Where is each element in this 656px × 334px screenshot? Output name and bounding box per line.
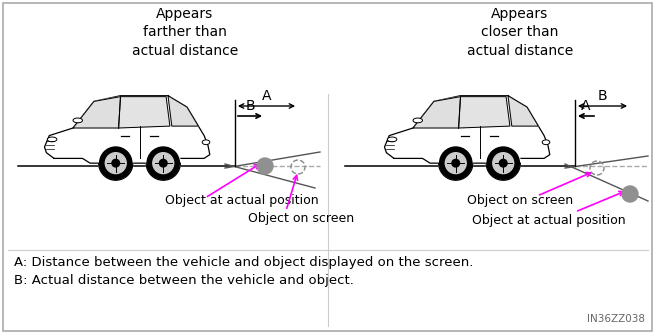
Circle shape	[440, 147, 472, 179]
Circle shape	[487, 147, 520, 179]
Text: A: A	[262, 89, 271, 103]
Ellipse shape	[73, 118, 83, 123]
Ellipse shape	[413, 118, 422, 123]
Circle shape	[106, 153, 126, 174]
Text: Object at actual position: Object at actual position	[472, 214, 626, 227]
Text: Object on screen: Object on screen	[248, 212, 354, 225]
Text: Appears
closer than
actual distance: Appears closer than actual distance	[467, 7, 573, 58]
Text: B: Actual distance between the vehicle and object.: B: Actual distance between the vehicle a…	[14, 274, 354, 287]
Text: IN36ZZ038: IN36ZZ038	[587, 314, 645, 324]
Text: Object on screen: Object on screen	[467, 194, 573, 207]
Text: B: B	[245, 99, 255, 113]
Ellipse shape	[47, 137, 57, 142]
Circle shape	[146, 146, 180, 180]
Text: B: B	[598, 89, 607, 103]
Polygon shape	[384, 96, 550, 163]
Circle shape	[445, 153, 466, 174]
Circle shape	[159, 159, 167, 167]
Ellipse shape	[543, 140, 550, 145]
Circle shape	[622, 186, 638, 202]
Circle shape	[98, 146, 133, 180]
Text: A: A	[581, 99, 591, 113]
Circle shape	[499, 159, 507, 167]
Circle shape	[257, 158, 273, 174]
Circle shape	[439, 146, 473, 180]
Circle shape	[100, 147, 132, 179]
Text: A: Distance between the vehicle and object displayed on the screen.: A: Distance between the vehicle and obje…	[14, 256, 474, 269]
Ellipse shape	[387, 137, 397, 142]
Polygon shape	[508, 96, 539, 126]
Ellipse shape	[202, 140, 210, 145]
Text: Object at actual position: Object at actual position	[165, 194, 319, 207]
Polygon shape	[45, 96, 210, 163]
Polygon shape	[459, 97, 510, 128]
Polygon shape	[413, 97, 461, 128]
Polygon shape	[73, 97, 121, 128]
Circle shape	[486, 146, 520, 180]
Polygon shape	[168, 96, 198, 126]
Polygon shape	[119, 97, 170, 128]
Circle shape	[493, 153, 514, 174]
Text: Appears
farther than
actual distance: Appears farther than actual distance	[132, 7, 238, 58]
Circle shape	[147, 147, 179, 179]
Circle shape	[153, 153, 174, 174]
Circle shape	[452, 159, 460, 167]
Circle shape	[112, 159, 119, 167]
